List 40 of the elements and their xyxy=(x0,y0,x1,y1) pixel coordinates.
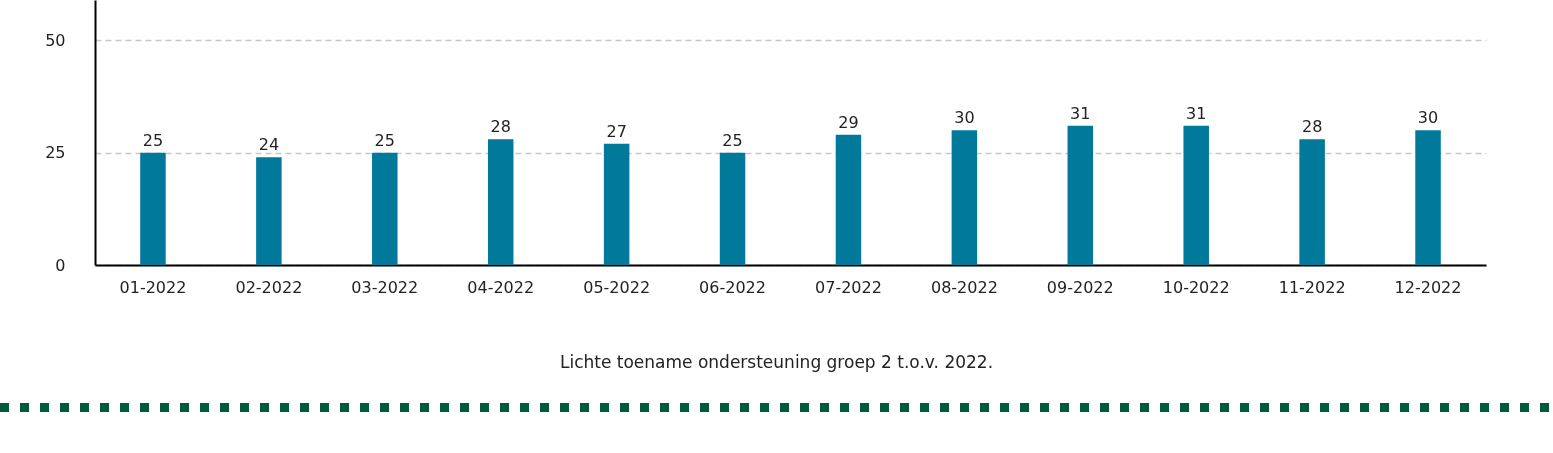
x-tick-label: 03-2022 xyxy=(351,277,419,297)
x-tick-label: 01-2022 xyxy=(119,277,187,297)
x-tick-label: 06-2022 xyxy=(699,277,766,297)
y-tick-label: 50 xyxy=(45,30,66,50)
bar xyxy=(719,152,746,265)
data-label: 29 xyxy=(838,112,859,132)
data-label: 25 xyxy=(374,130,395,150)
data-label: 30 xyxy=(954,108,975,128)
bar xyxy=(1415,130,1441,265)
x-tick-label: 04-2022 xyxy=(467,277,535,297)
x-tick-label: 08-2022 xyxy=(930,277,998,297)
bar xyxy=(835,134,862,265)
x-tick-label: 09-2022 xyxy=(1046,277,1114,297)
data-label: 30 xyxy=(1417,108,1439,128)
y-tick-label: 25 xyxy=(45,143,66,163)
data-label: 24 xyxy=(258,135,280,155)
text: Lichte toename ondersteuning groep 2 t.o.v. 2022. xyxy=(558,352,995,372)
bar xyxy=(1299,139,1325,265)
x-tick-label: 05-2022 xyxy=(583,277,651,297)
data-label: 31 xyxy=(1186,103,1207,123)
x-tick-label: 11-2022 xyxy=(1278,277,1346,297)
bar xyxy=(372,152,398,265)
x-tick-label: 12-2022 xyxy=(1394,277,1462,297)
data-label: 25 xyxy=(142,130,164,150)
bar xyxy=(1067,125,1094,265)
data-label: 28 xyxy=(490,117,511,137)
data-label: 31 xyxy=(1070,103,1091,123)
data-label: 25 xyxy=(722,130,743,150)
bar xyxy=(140,152,166,265)
bar xyxy=(951,130,978,265)
data-label: 27 xyxy=(606,121,627,141)
x-tick-label: 07-2022 xyxy=(815,277,882,297)
bar xyxy=(256,157,282,265)
bar xyxy=(1183,125,1209,265)
x-tick-label: 10-2022 xyxy=(1162,277,1230,297)
y-tick-label: 0 xyxy=(55,255,66,275)
bar xyxy=(603,143,630,265)
data-label: 28 xyxy=(1301,117,1323,137)
bar xyxy=(487,139,514,265)
x-tick-label: 02-2022 xyxy=(235,277,303,297)
